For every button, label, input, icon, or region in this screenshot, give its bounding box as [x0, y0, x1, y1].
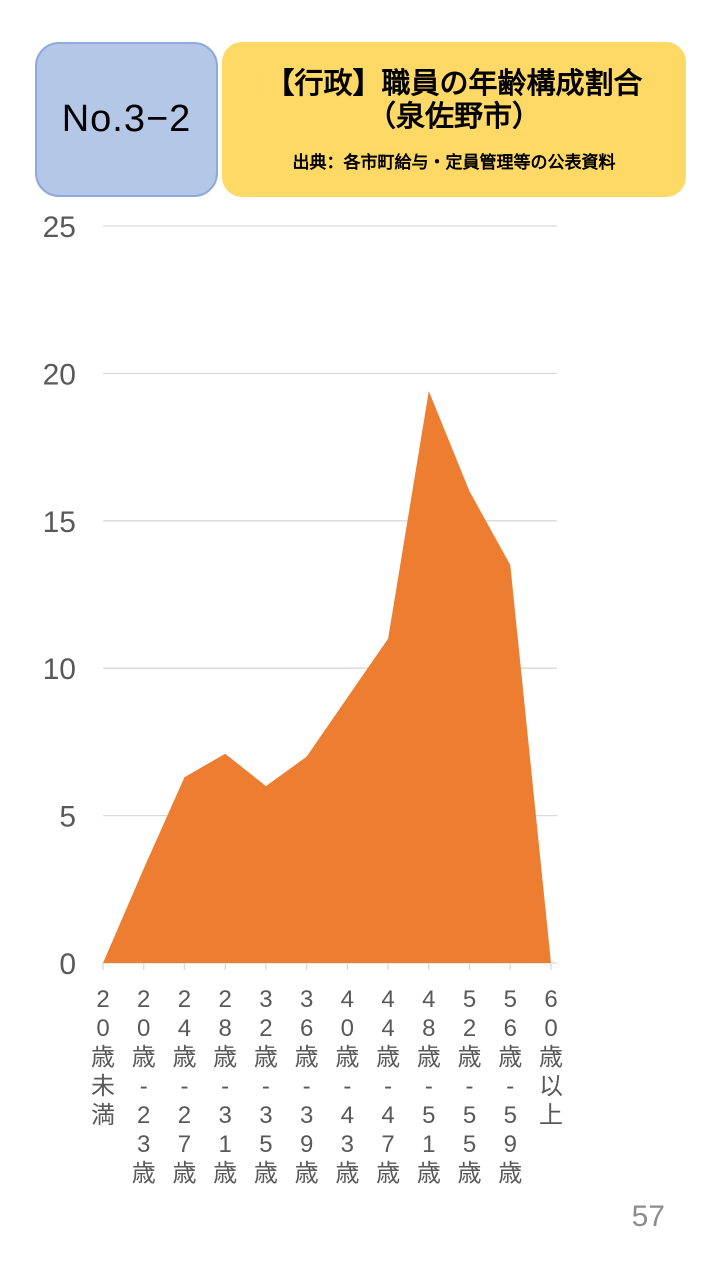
x-tick-label-char: 9 — [504, 1131, 517, 1158]
x-tick-label-char: - — [140, 1073, 148, 1100]
x-tick-label-char: 1 — [422, 1131, 435, 1158]
x-tick-label-char: 6 — [544, 986, 557, 1013]
x-tick-label-char: 5 — [259, 1131, 272, 1158]
x-tick-label-char: 5 — [504, 986, 517, 1013]
y-tick-label: 5 — [59, 801, 76, 834]
x-tick-label-char: 歳 — [172, 1160, 196, 1187]
chart-source-note: 出典：各市町給与・定員管理等の公表資料 — [292, 153, 616, 172]
x-tick-label-char: 5 — [422, 1102, 435, 1129]
x-tick-label-char: 歳 — [417, 1160, 441, 1187]
x-tick-label-char: 2 — [137, 1102, 150, 1129]
x-tick-label-char: 4 — [422, 986, 435, 1013]
x-tick-label-char: - — [262, 1073, 270, 1100]
x-tick-label-char: 5 — [504, 1102, 517, 1129]
y-tick-label: 0 — [59, 948, 76, 981]
x-tick-label-char: 3 — [137, 1131, 150, 1158]
x-tick-label-char: 4 — [381, 986, 394, 1013]
x-tick-label-char: 上 — [539, 1102, 563, 1129]
slide-number-badge: No.3−2 — [35, 42, 218, 197]
x-tick-label-char: 5 — [463, 1131, 476, 1158]
x-tick-label-char: 歳 — [132, 1044, 156, 1071]
x-tick-label-char: 0 — [544, 1015, 557, 1042]
chart-title-line2: （泉佐野市） — [366, 101, 541, 133]
y-tick-label: 10 — [43, 653, 76, 686]
x-tick-label-char: - — [180, 1073, 188, 1100]
x-tick-label-char: 2 — [259, 1015, 272, 1042]
x-tick-label-char: 8 — [422, 1015, 435, 1042]
x-tick-label-char: 3 — [341, 1131, 354, 1158]
x-tick-label-char: 歳 — [417, 1044, 441, 1071]
x-tick-label-char: 歳 — [498, 1044, 522, 1071]
x-tick-label-char: 歳 — [376, 1044, 400, 1071]
x-tick-label-char: 1 — [219, 1131, 232, 1158]
x-tick-label-char: 3 — [259, 1102, 272, 1129]
x-tick-label-char: 歳 — [295, 1160, 319, 1187]
y-tick-label: 25 — [43, 211, 76, 244]
page-number: 57 — [631, 1200, 665, 1233]
x-tick-label-char: 2 — [137, 986, 150, 1013]
x-tick-label-char: 2 — [178, 1102, 191, 1129]
x-tick-label-char: 未 — [91, 1073, 115, 1100]
x-tick-label-char: 歳 — [376, 1160, 400, 1187]
x-tick-label-char: 歳 — [132, 1160, 156, 1187]
x-tick-label-char: 満 — [91, 1102, 115, 1129]
x-tick-label-char: 5 — [463, 1102, 476, 1129]
x-tick-label-char: 歳 — [335, 1044, 359, 1071]
x-tick-label-char: 4 — [341, 986, 354, 1013]
x-tick-label-char: 歳 — [498, 1160, 522, 1187]
x-tick-label-char: 歳 — [335, 1160, 359, 1187]
x-tick-label-char: - — [303, 1073, 311, 1100]
x-tick-label-char: 3 — [300, 986, 313, 1013]
x-tick-label-char: 7 — [178, 1131, 191, 1158]
x-tick-label-char: 4 — [341, 1102, 354, 1129]
x-tick-label-char: 8 — [219, 1015, 232, 1042]
x-tick-label-char: - — [343, 1073, 351, 1100]
x-tick-label-char: 0 — [137, 1015, 150, 1042]
x-tick-label-char: 歳 — [254, 1160, 278, 1187]
x-tick-label-char: 7 — [381, 1131, 394, 1158]
x-tick-label-char: 0 — [341, 1015, 354, 1042]
x-tick-label-char: - — [384, 1073, 392, 1100]
x-tick-label-char: 歳 — [295, 1044, 319, 1071]
x-tick-label-char: 2 — [219, 986, 232, 1013]
x-tick-label-char: 歳 — [539, 1044, 563, 1071]
x-tick-label-char: 9 — [300, 1131, 313, 1158]
x-tick-label-char: 歳 — [458, 1044, 482, 1071]
x-tick-label-char: 2 — [178, 986, 191, 1013]
x-tick-label-char: 2 — [96, 986, 109, 1013]
x-tick-label-char: 2 — [463, 1015, 476, 1042]
x-tick-label-char: 歳 — [213, 1044, 237, 1071]
x-tick-label-char: 4 — [381, 1015, 394, 1042]
x-tick-label-char: 4 — [178, 1015, 191, 1042]
x-tick-label-char: 6 — [300, 1015, 313, 1042]
x-tick-label-char: 3 — [259, 986, 272, 1013]
x-tick-label-char: 歳 — [213, 1160, 237, 1187]
x-tick-label-char: 3 — [219, 1102, 232, 1129]
x-tick-label-char: 6 — [504, 1015, 517, 1042]
x-tick-label-char: 4 — [381, 1102, 394, 1129]
header: No.3−2 【行政】職員の年齢構成割合 （泉佐野市） 出典：各市町給与・定員管… — [35, 42, 686, 197]
x-tick-label-char: - — [466, 1073, 474, 1100]
y-tick-label: 15 — [43, 506, 76, 539]
x-tick-label-char: 以 — [539, 1073, 563, 1100]
x-tick-label-char: 歳 — [91, 1044, 115, 1071]
x-tick-label-char: 3 — [300, 1102, 313, 1129]
y-tick-label: 20 — [43, 358, 76, 391]
x-tick-label-char: 歳 — [172, 1044, 196, 1071]
x-tick-label-char: 5 — [463, 986, 476, 1013]
area-series — [103, 391, 551, 963]
x-tick-label-char: - — [221, 1073, 229, 1100]
chart-title-line1: 【行政】職員の年齢構成割合 — [265, 68, 643, 100]
x-tick-label-char: 歳 — [458, 1160, 482, 1187]
x-tick-label-char: - — [425, 1073, 433, 1100]
x-tick-label-char: - — [506, 1073, 514, 1100]
x-tick-label-char: 0 — [96, 1015, 109, 1042]
slide-number-label: No.3−2 — [61, 98, 192, 140]
x-tick-label-char: 歳 — [254, 1044, 278, 1071]
chart-title-box: 【行政】職員の年齢構成割合 （泉佐野市） 出典：各市町給与・定員管理等の公表資料 — [222, 42, 686, 197]
